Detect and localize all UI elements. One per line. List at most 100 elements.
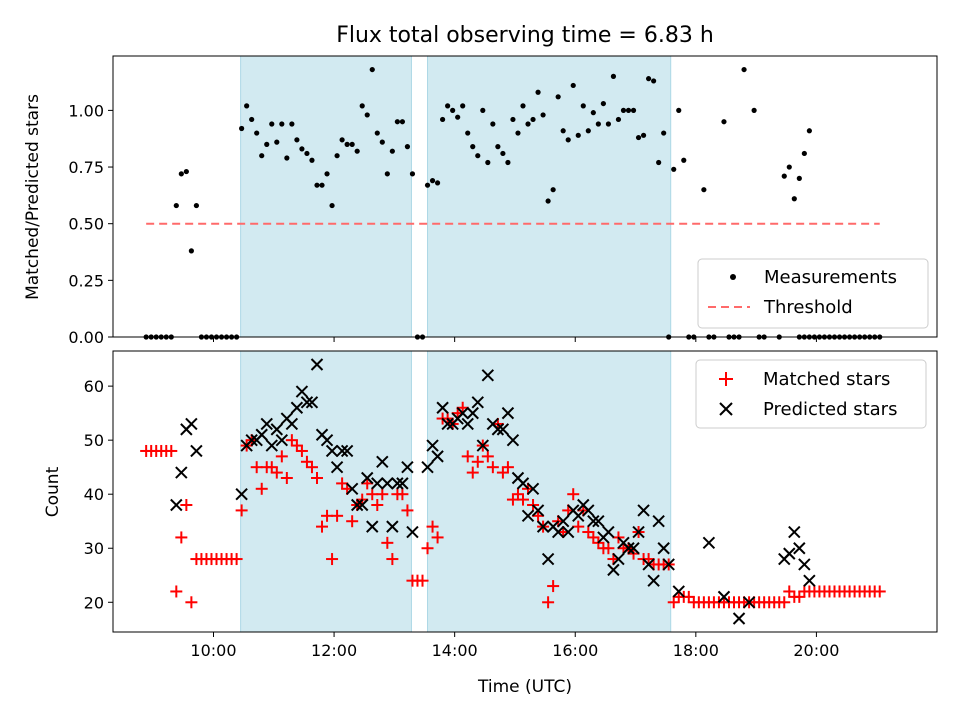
y-tick-label: 1.00: [68, 101, 104, 120]
measurement-point: [600, 100, 606, 107]
predicted-stars-point: [406, 525, 419, 539]
matched-stars-point: [481, 450, 494, 463]
matched-stars-point: [602, 542, 615, 555]
measurement-point: [495, 144, 501, 150]
predicted-stars-point: [345, 482, 359, 496]
measurement-point: [475, 153, 481, 159]
predicted-stars-point: [632, 525, 645, 539]
matched-stars-point: [275, 450, 288, 463]
bottom-panel: 20 30 40 50 60 10:00 12:00 14:00 16:00 18:00 20:0…: [43, 350, 938, 697]
y-tick-label: 0.00: [68, 328, 104, 347]
measurement-point: [299, 146, 305, 152]
measurement-point: [379, 139, 385, 145]
measurement-point: [651, 78, 657, 84]
predicted-stars-point: [496, 423, 510, 436]
measurement-point: [671, 166, 677, 172]
legend-predicted-label: Predicted stars: [763, 399, 897, 420]
predicted-stars-point: [592, 515, 605, 528]
matched-stars-point: [300, 455, 313, 468]
measurement-point: [505, 159, 511, 166]
measurement-point: [620, 107, 627, 113]
predicted-stars-point: [245, 433, 258, 447]
measurement-point: [364, 112, 370, 118]
measurement-point: [239, 125, 245, 132]
bottom-y-axis-label: Count: [43, 466, 63, 517]
matched-stars-point: [175, 531, 188, 544]
measurement-point: [585, 128, 591, 134]
x-axis-label: Time (UTC): [477, 677, 572, 697]
measurement-point: [460, 103, 466, 109]
measurement-point: [796, 175, 802, 181]
matched-stars-point: [280, 471, 293, 484]
predicted-stars-point: [285, 417, 299, 431]
measurement-point: [701, 187, 707, 193]
measurement-point: [399, 119, 406, 125]
measurement-point: [334, 153, 340, 159]
y-tick-label: 0.25: [68, 271, 104, 290]
predicted-stars-point: [391, 477, 404, 490]
measurement-point: [520, 103, 526, 109]
predicted-stars-point: [300, 396, 314, 409]
predicted-stars-point: [190, 444, 203, 458]
measurement-point: [545, 198, 551, 204]
predicted-stars-point: [350, 498, 364, 512]
measurement-point: [279, 121, 285, 127]
top-plot-frame: [112, 55, 938, 338]
predicted-stars-point: [441, 417, 454, 431]
predicted-stars-point: [516, 477, 530, 490]
measurement-point: [314, 182, 320, 188]
predicted-stars-point: [290, 401, 304, 414]
bottom-legend: Matched stars Predicted stars: [695, 359, 927, 429]
matched-stars-point: [486, 461, 499, 474]
legend-matched-label: Matched stars: [763, 369, 890, 390]
measurement-point: [294, 137, 300, 143]
predicted-stars-point: [396, 477, 409, 490]
predicted-stars-point: [582, 504, 595, 517]
measurement-point: [324, 171, 330, 177]
predicted-stars-point: [627, 542, 640, 555]
matched-stars-point: [396, 488, 409, 501]
predicted-stars-point: [612, 552, 625, 566]
matched-stars-point: [170, 585, 183, 598]
observing-window-shade: [240, 55, 412, 338]
measurement-point: [369, 66, 375, 73]
measurement-point: [254, 130, 260, 136]
predicted-stars-point: [788, 525, 801, 539]
predicted-stars-point: [471, 396, 484, 409]
predicted-stars-point: [672, 585, 685, 598]
measurement-point: [681, 157, 687, 163]
x-tick-label: 18:00: [673, 641, 719, 660]
matched-stars-point: [542, 596, 555, 609]
matched-stars-point: [185, 596, 198, 609]
predicted-stars-point: [556, 515, 570, 528]
matched-stars-point: [401, 504, 414, 517]
matched-stars-point: [265, 461, 278, 474]
predicted-stars-point: [436, 401, 449, 414]
legend-measurements-marker: [730, 274, 736, 280]
measurement-point: [344, 141, 350, 147]
matched-stars-point: [305, 461, 318, 474]
measurement-point: [244, 103, 250, 109]
predicted-stars-point: [330, 460, 344, 474]
measurement-point: [656, 159, 662, 166]
predicted-stars-point: [335, 444, 349, 458]
predicted-stars-point: [637, 504, 650, 517]
matched-stars-point: [461, 450, 474, 463]
measurement-point: [465, 130, 471, 136]
matched-stars-point: [346, 515, 359, 528]
matched-stars-point: [496, 466, 509, 479]
measurement-point: [535, 89, 541, 95]
measurement-point: [450, 107, 456, 113]
legend-measurements-label: Measurements: [764, 267, 897, 288]
matched-stars-point: [270, 466, 283, 479]
measurement-point: [565, 137, 571, 143]
measurement-point: [304, 150, 310, 157]
measurement-point: [319, 182, 325, 188]
measurement-point: [555, 94, 561, 100]
matched-stars-point: [336, 477, 349, 490]
measurement-point: [515, 130, 521, 136]
measurement-point: [540, 112, 546, 118]
predicted-stars-point: [717, 590, 731, 604]
measurement-point: [570, 82, 576, 89]
measurement-point: [178, 171, 184, 177]
